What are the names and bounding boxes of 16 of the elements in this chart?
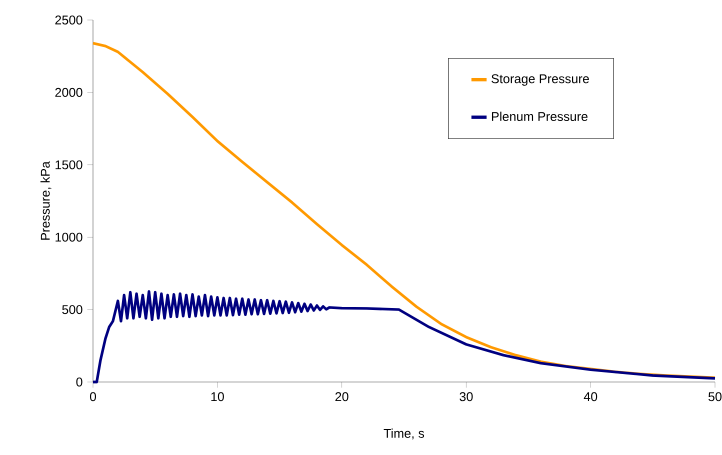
x-tick-label: 30 bbox=[460, 392, 473, 402]
x-axis-title: Time, s bbox=[384, 428, 424, 440]
legend-label: Plenum Pressure bbox=[492, 112, 588, 121]
x-tick-label: 20 bbox=[335, 392, 348, 402]
y-tick-label: 500 bbox=[62, 305, 82, 314]
x-tick-label: 0 bbox=[90, 392, 96, 402]
x-tick-label: 40 bbox=[584, 392, 598, 402]
y-tick-label: 2500 bbox=[55, 16, 82, 24]
y-tick-label: 2000 bbox=[55, 88, 82, 97]
legend-label: Storage Pressure bbox=[492, 74, 589, 86]
y-tick-label: 0 bbox=[76, 378, 82, 386]
y-tick-label: 1000 bbox=[56, 232, 82, 242]
x-tick-label: 50 bbox=[708, 392, 722, 402]
x-tick-label: 10 bbox=[211, 392, 224, 402]
y-tick-label: 1500 bbox=[56, 160, 82, 170]
y-axis-title: Pressure, kPa bbox=[40, 161, 52, 240]
